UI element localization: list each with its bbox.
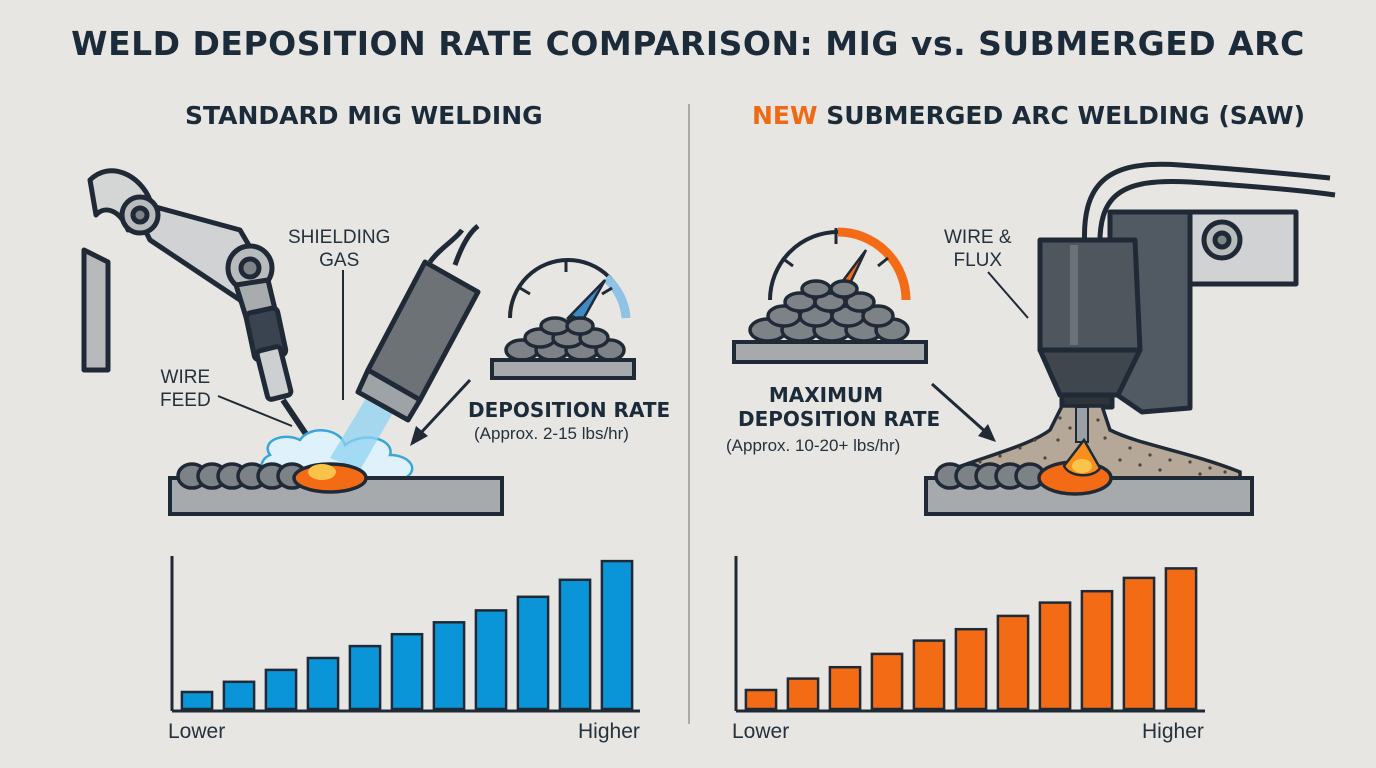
mig-heading: STANDARD MIG WELDING — [185, 101, 543, 130]
label-wire-feed: WIRE FEED — [160, 367, 211, 411]
mig-bar-8 — [474, 609, 508, 711]
saw-axis-high: Higher — [1142, 720, 1204, 743]
saw-axis-low: Lower — [732, 720, 790, 743]
saw-bar-9 — [1080, 589, 1114, 711]
mig-axis-high: Higher — [578, 720, 640, 743]
mig-bar-chart — [180, 559, 634, 711]
panel-divider — [688, 104, 690, 724]
saw-bar-8 — [1038, 601, 1072, 711]
saw-bar-10 — [1122, 576, 1156, 711]
mig-bar-10 — [558, 578, 592, 711]
saw-bar-5 — [912, 639, 946, 711]
saw-bar-4 — [870, 652, 904, 711]
mig-bar-9 — [516, 595, 550, 711]
saw-torch-icon — [1037, 209, 1193, 415]
saw-heading: NEW SUBMERGED ARC WELDING (SAW) — [752, 101, 1305, 130]
saw-bar-11 — [1164, 567, 1198, 711]
saw-rate-sub: (Approx. 10-20+ lbs/hr) — [726, 436, 901, 455]
mig-bar-2 — [222, 680, 256, 711]
label-wire-flux: WIRE & FLUX — [944, 227, 1012, 271]
weld-bead-icon — [176, 462, 308, 490]
mig-bar-4 — [306, 656, 340, 711]
saw-rate-title: MAXIMUM DEPOSITION RATE — [738, 383, 941, 431]
saw-bar-3 — [828, 665, 862, 711]
mig-rate-title: DEPOSITION RATE — [468, 398, 671, 422]
mig-bar-6 — [390, 632, 424, 711]
mig-bar-1 — [180, 690, 214, 711]
saw-bar-chart — [744, 567, 1198, 711]
mig-rate-sub: (Approx. 2-15 lbs/hr) — [474, 424, 629, 443]
mig-bar-5 — [348, 644, 382, 711]
saw-bar-6 — [954, 627, 988, 711]
saw-bar-1 — [744, 688, 778, 711]
label-shielding: SHIELDING GAS — [288, 227, 391, 271]
mig-axis-low: Lower — [168, 720, 226, 743]
mig-bar-7 — [432, 621, 466, 711]
mig-bar-3 — [264, 668, 298, 711]
mig-bar-11 — [600, 559, 634, 711]
saw-bar-2 — [786, 677, 820, 711]
robot-arm-icon — [81, 168, 294, 402]
saw-bar-7 — [996, 614, 1030, 711]
page-title: WELD DEPOSITION RATE COMPARISON: MIG vs.… — [71, 24, 1305, 63]
